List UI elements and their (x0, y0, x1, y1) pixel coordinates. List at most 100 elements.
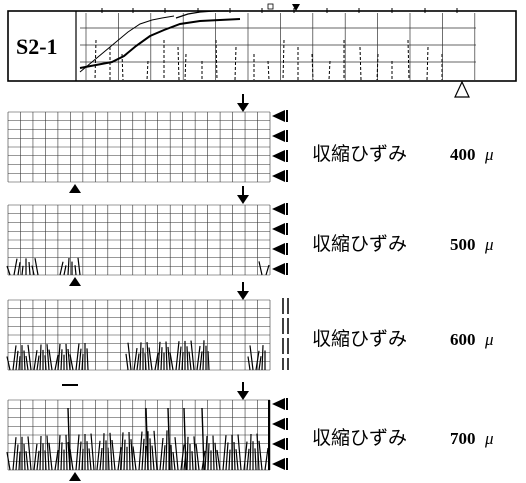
crack-line (169, 352, 174, 371)
crack-line (39, 344, 42, 371)
crack-line (25, 355, 29, 371)
crack-line (96, 440, 101, 471)
crack-line (186, 436, 189, 471)
stage-1-panel (7, 94, 288, 193)
crack-line (86, 348, 89, 371)
stage-4-panel (6, 382, 288, 481)
strain-curve-2 (79, 18, 241, 69)
crack-line (144, 353, 147, 371)
crack-line (186, 346, 189, 371)
beam-load-point-marker (267, 3, 274, 10)
beam-specimen: S2-1 (7, 3, 517, 98)
crack-line (74, 265, 77, 276)
crack-line (193, 436, 197, 471)
crack-line (132, 446, 137, 471)
crack-line (107, 447, 110, 471)
stage-4-strain-value: 700 (450, 429, 476, 448)
crack-line (90, 433, 95, 471)
left-pointing-triangle-icon (272, 110, 285, 122)
side-markers (282, 298, 289, 370)
crack-line (159, 437, 164, 471)
crack-line (81, 354, 84, 371)
crack-line (196, 345, 201, 371)
crack-line (33, 350, 38, 371)
stage-2-strain-unit: μ (484, 235, 494, 254)
left-pointing-triangle-icon (272, 223, 285, 235)
crack-line (246, 448, 250, 471)
crack-line (65, 343, 68, 371)
crack-line (125, 353, 129, 371)
crack-line (77, 257, 81, 276)
down-arrow-icon (237, 195, 249, 204)
crack-line (13, 258, 18, 276)
crack-line-long (67, 407, 71, 471)
crack-line (214, 442, 218, 471)
left-pointing-triangle-icon (272, 438, 285, 450)
crack-line (207, 351, 210, 371)
beam-crack (177, 46, 180, 81)
stage-grid (7, 111, 271, 183)
crack-line (78, 348, 82, 371)
stage-crack-pattern (6, 257, 270, 276)
beam-crack (184, 53, 187, 81)
strain-curve-3 (175, 10, 228, 19)
beam-load-arrow-icon (292, 4, 300, 11)
stage-2-strain-value: 500 (450, 235, 476, 254)
crack-line (174, 437, 179, 471)
beam-crack (121, 53, 124, 81)
crack-line (249, 345, 254, 371)
crack-line (136, 353, 140, 371)
crack-line (162, 445, 166, 471)
crack-line (264, 447, 269, 471)
crack-line (165, 341, 168, 371)
crack-line (146, 342, 150, 371)
crack-line (222, 435, 227, 471)
crack-line (128, 431, 131, 471)
stage-2-panel (6, 186, 288, 286)
crack-line (243, 441, 248, 471)
crack-line-long (201, 407, 205, 471)
crack-line (175, 341, 180, 371)
crack-line (75, 434, 80, 471)
beam-crack (215, 39, 218, 81)
stage-grid (7, 399, 271, 471)
crack-line (170, 444, 173, 471)
crack-line (27, 344, 32, 371)
crack-line (199, 351, 203, 371)
crack-line (172, 451, 176, 471)
beam-crack (311, 53, 314, 81)
crack-line (67, 257, 70, 276)
beam-outline (7, 10, 517, 82)
crack-line (202, 340, 205, 371)
crack-line (39, 435, 42, 471)
stage-1-strain-label: 収縮ひずみ (312, 143, 407, 165)
crack-line (46, 435, 50, 471)
crack-line (235, 449, 239, 471)
crack-line (144, 445, 147, 471)
stage-1-strain-value: 400 (450, 145, 476, 164)
crack-line (69, 354, 74, 371)
down-arrow-icon (237, 103, 249, 112)
crack-line (138, 431, 143, 471)
crack-line (12, 345, 17, 371)
left-pointing-triangle-icon (272, 150, 285, 162)
crack-line (258, 261, 263, 276)
crack-line (34, 258, 39, 276)
crack-line (81, 448, 84, 471)
crack-line (207, 443, 210, 471)
crack-line (258, 356, 262, 371)
left-pointing-triangle-icon (272, 418, 285, 430)
crack-line (154, 352, 159, 371)
crack-line (44, 450, 47, 471)
stage-4-strain-unit: μ (484, 429, 494, 448)
crack-line (191, 451, 194, 471)
crack-line (88, 448, 92, 471)
crack-line (148, 347, 153, 371)
crack-line (109, 432, 113, 471)
crack-line (69, 449, 74, 471)
crack-line (36, 450, 40, 471)
beam-crack (146, 60, 149, 81)
crack-line (28, 261, 31, 276)
stage-3-strain-label: 収縮ひずみ (312, 328, 407, 350)
